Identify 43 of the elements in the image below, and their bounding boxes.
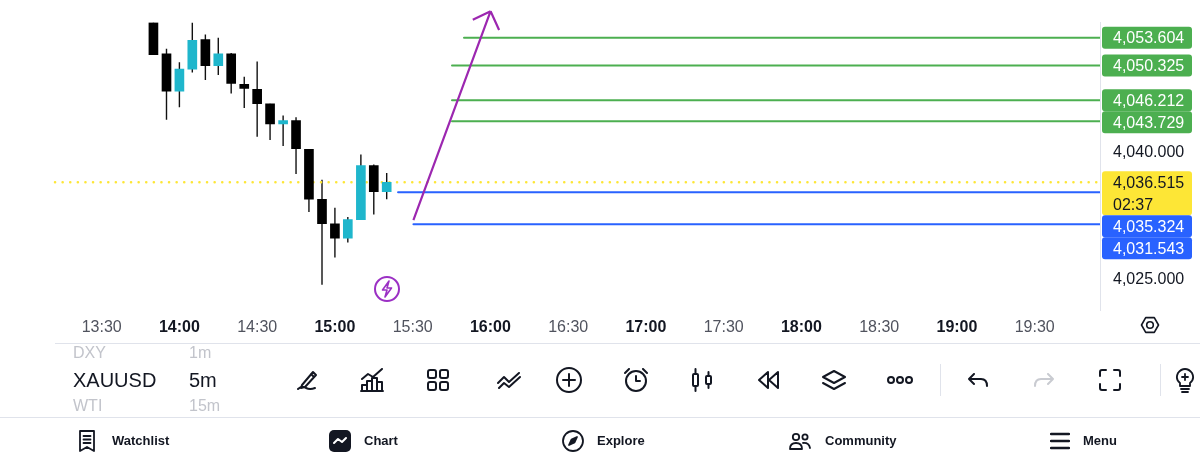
text: XAUUSD (73, 369, 157, 391)
data-label: 4,043.729 (1113, 113, 1185, 131)
x-tick-label: 15:30 (392, 318, 433, 336)
text: Chart (364, 433, 398, 449)
text: 5m (189, 369, 217, 391)
x-tick-label: 19:00 (936, 318, 978, 336)
x-tick-label: 16:00 (469, 318, 511, 336)
text: Menu (1083, 433, 1117, 449)
text: WTI (73, 397, 103, 415)
text: Community (825, 433, 897, 449)
text: Watchlist (112, 433, 170, 449)
y-tick-label: 4,040.000 (1113, 143, 1185, 161)
candlestick (239, 76, 250, 109)
candlestick (174, 61, 185, 108)
x-tick-label: 18:00 (780, 318, 822, 336)
data-label: 4,035.324 (1113, 217, 1185, 235)
text: Explore (597, 433, 645, 449)
x-tick-label: 13:30 (81, 318, 122, 336)
candlestick (278, 114, 288, 147)
text: 02:37 (1113, 195, 1154, 213)
text: 1m (189, 344, 212, 362)
text: 15m (189, 397, 221, 415)
candlestick (265, 103, 275, 141)
candlestick (342, 216, 353, 244)
text: DXY (73, 344, 106, 362)
x-tick-label: 19:30 (1014, 318, 1055, 336)
x-tick-label: 15:00 (314, 318, 356, 336)
data-label: 4,050.325 (1113, 56, 1185, 74)
ref-line-label: 4,036.515 (1113, 173, 1185, 191)
x-tick-label: 18:30 (859, 318, 900, 336)
x-tick-label: 16:30 (548, 318, 589, 336)
x-tick-label: 17:30 (703, 318, 744, 336)
candlestick (252, 60, 262, 138)
x-tick-label: 17:00 (625, 318, 667, 336)
candlestick (330, 207, 340, 259)
y-tick-label: 4,025.000 (1113, 269, 1185, 287)
data-label: 4,053.604 (1113, 29, 1185, 47)
candlestick (213, 37, 224, 76)
data-label: 4,031.543 (1113, 239, 1185, 257)
data-label: 4,046.212 (1113, 91, 1185, 109)
candlestick (381, 172, 392, 200)
x-tick-label: 14:30 (237, 318, 278, 336)
x-tick-label: 14:00 (158, 318, 200, 336)
